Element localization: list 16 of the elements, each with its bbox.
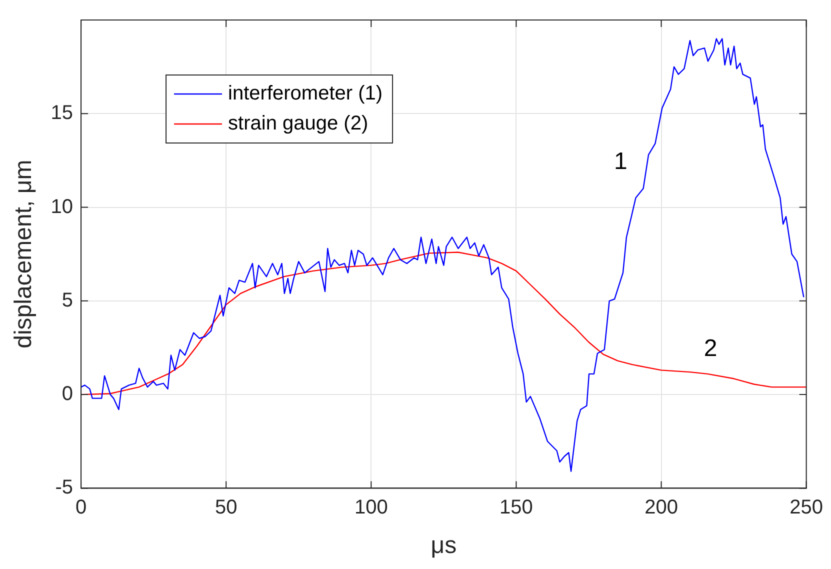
x-tick-label: 200	[644, 496, 678, 519]
x-tick-label: 150	[500, 496, 533, 519]
y-tick-label: -5	[55, 476, 74, 499]
legend-label: strain gauge (2)	[228, 112, 368, 135]
legend-label: interferometer (1)	[228, 82, 383, 105]
y-tick-label: 15	[50, 102, 74, 124]
y-tick-label: 5	[62, 289, 74, 312]
x-tick-label: 100	[354, 496, 388, 519]
x-tick-label: 50	[214, 496, 238, 519]
y-tick-label: 10	[50, 196, 74, 218]
annotation: 1	[614, 148, 628, 175]
x-tick-label: 250	[790, 496, 824, 519]
x-axis-title: μs	[430, 532, 457, 560]
annotation: 2	[704, 335, 718, 362]
y-tick-label: 0	[62, 383, 74, 406]
y-axis-title: displacement, μm	[10, 160, 38, 348]
